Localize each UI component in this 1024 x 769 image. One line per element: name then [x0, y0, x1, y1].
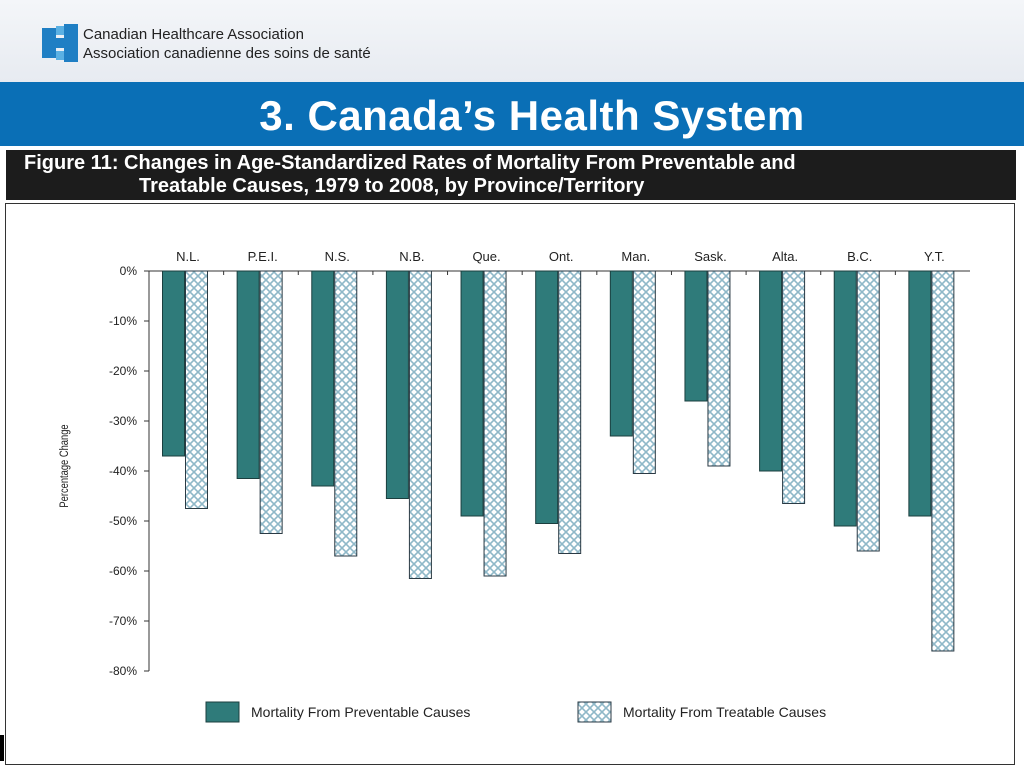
bar-treatable — [707, 270, 731, 467]
mortality-bar-chart: 0% -10% -20% -30% -40% -50% -60% -70% -80% Percen… — [58, 249, 970, 723]
legend-swatch-preventable — [205, 701, 240, 723]
canadian-healthcare-association-logo-icon — [42, 24, 78, 62]
y-tick-label: -20% — [109, 364, 137, 378]
bar-treatable — [334, 270, 358, 557]
category-label: N.S. — [325, 249, 350, 264]
bar-preventable — [385, 270, 409, 499]
y-axis-title: Percentage Change — [58, 424, 71, 507]
legend-label-preventable: Mortality From Preventable Causes — [251, 704, 470, 720]
legend-label-treatable: Mortality From Treatable Causes — [623, 704, 826, 720]
category-label: Ont. — [549, 249, 574, 264]
bar-preventable — [535, 270, 559, 524]
bar-treatable — [483, 270, 507, 577]
figure-title-bar: Figure 11: Changes in Age-Standardized R… — [6, 150, 1016, 200]
bar-preventable — [311, 270, 335, 487]
bar-treatable — [856, 270, 880, 552]
bar-treatable — [185, 270, 208, 509]
y-tick-label: -30% — [109, 414, 137, 428]
category-label: N.L. — [176, 249, 200, 264]
bar-preventable — [833, 270, 857, 527]
organization-name-french: Association canadienne des soins de sant… — [83, 45, 371, 62]
category-label: P.E.I. — [248, 249, 278, 264]
bar-preventable — [162, 270, 185, 457]
category-label: B.C. — [847, 249, 872, 264]
category-label: Man. — [621, 249, 650, 264]
bar-preventable — [908, 270, 932, 517]
bar-preventable — [759, 270, 783, 472]
category-label: Sask. — [694, 249, 727, 264]
bar-treatable — [632, 270, 656, 474]
legend-swatch-treatable — [577, 701, 612, 723]
y-tick-label: 0% — [120, 264, 138, 278]
y-tick-label: -60% — [109, 564, 137, 578]
y-tick-label: -50% — [109, 514, 137, 528]
bar-preventable — [236, 270, 260, 479]
figure-title-line-1: Figure 11: Changes in Age-Standardized R… — [24, 152, 796, 174]
bar-treatable — [931, 270, 955, 652]
title-bar — [0, 82, 1024, 146]
category-label: Que. — [472, 249, 500, 264]
y-tick-label: -80% — [109, 664, 137, 678]
slide-title: 3. Canada’s Health System — [259, 92, 805, 139]
category-label: N.B. — [399, 249, 424, 264]
bar-preventable — [684, 270, 708, 402]
y-tick-label: -10% — [109, 314, 137, 328]
header-banner: Canadian Healthcare Association Associat… — [0, 0, 1024, 82]
chart-frame: 0% -10% -20% -30% -40% -50% -60% -70% -80% Percen… — [5, 203, 1015, 765]
bar-treatable — [259, 270, 283, 534]
figure-title-line-2: Treatable Causes, 1979 to 2008, by Provi… — [139, 175, 645, 197]
y-tick-label: -40% — [109, 464, 137, 478]
bar-preventable — [460, 270, 484, 517]
organization-name-english: Canadian Healthcare Association — [83, 26, 304, 43]
bar-treatable — [782, 270, 806, 504]
category-label: Y.T. — [924, 249, 945, 264]
bar-treatable — [408, 270, 432, 579]
y-tick-label: -70% — [109, 614, 137, 628]
bar-treatable — [558, 270, 582, 554]
category-label: Alta. — [772, 249, 798, 264]
slide-edge-marker — [0, 735, 4, 761]
bar-preventable — [609, 270, 633, 437]
